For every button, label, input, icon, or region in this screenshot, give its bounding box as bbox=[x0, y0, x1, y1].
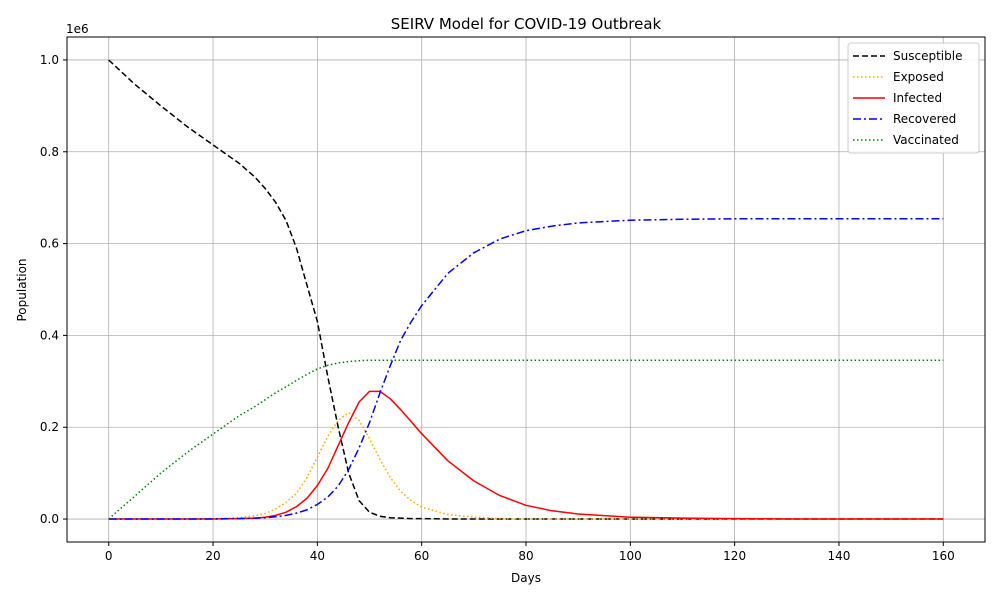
x-tick-label: 20 bbox=[205, 549, 220, 563]
chart-title: SEIRV Model for COVID-19 Outbreak bbox=[391, 15, 662, 33]
y-tick-label: 0.8 bbox=[40, 145, 59, 159]
x-tick-label: 60 bbox=[414, 549, 429, 563]
series-line-vaccinated bbox=[108, 359, 944, 520]
legend-items: Susceptible Exposed Infected Recovered Vacci… bbox=[853, 49, 962, 147]
legend: Susceptible Exposed Infected Recovered Vacci… bbox=[847, 42, 980, 154]
legend-label-infected: Infected bbox=[893, 91, 942, 105]
y-tick-label: 0.2 bbox=[40, 420, 59, 434]
series-line-exposed bbox=[108, 411, 944, 520]
x-tick-label: 40 bbox=[310, 549, 325, 563]
series-line-susceptible bbox=[108, 59, 944, 520]
x-tick-label: 0 bbox=[105, 549, 113, 563]
x-tick-label: 100 bbox=[619, 549, 642, 563]
x-tick-label: 160 bbox=[932, 549, 955, 563]
legend-label-recovered: Recovered bbox=[893, 112, 956, 126]
x-tick-label: 80 bbox=[518, 549, 533, 563]
y-tick-label: 0.0 bbox=[40, 512, 59, 526]
x-axis-title: Days bbox=[511, 571, 541, 585]
y-axis-title: Population bbox=[15, 258, 29, 321]
series-lines bbox=[108, 59, 944, 520]
y-tick-label: 1.0 bbox=[40, 53, 59, 67]
y-tick-label: 0.6 bbox=[40, 237, 59, 251]
x-tick-label: 120 bbox=[723, 549, 746, 563]
legend-label-susceptible: Susceptible bbox=[893, 49, 962, 63]
legend-box bbox=[847, 42, 980, 154]
y-offset-label: 1e6 bbox=[66, 22, 89, 36]
y-axis-ticks: 0.0 0.2 0.4 0.6 0.8 1.0 bbox=[40, 53, 67, 526]
series-line-infected bbox=[108, 390, 944, 520]
legend-label-vaccinated: Vaccinated bbox=[893, 133, 959, 147]
x-axis-ticks: 0 20 40 60 80 100 120 140 160 bbox=[105, 542, 955, 563]
series-line-recovered bbox=[108, 218, 944, 520]
legend-label-exposed: Exposed bbox=[893, 70, 944, 84]
y-tick-label: 0.4 bbox=[40, 328, 59, 342]
x-tick-label: 140 bbox=[828, 549, 851, 563]
